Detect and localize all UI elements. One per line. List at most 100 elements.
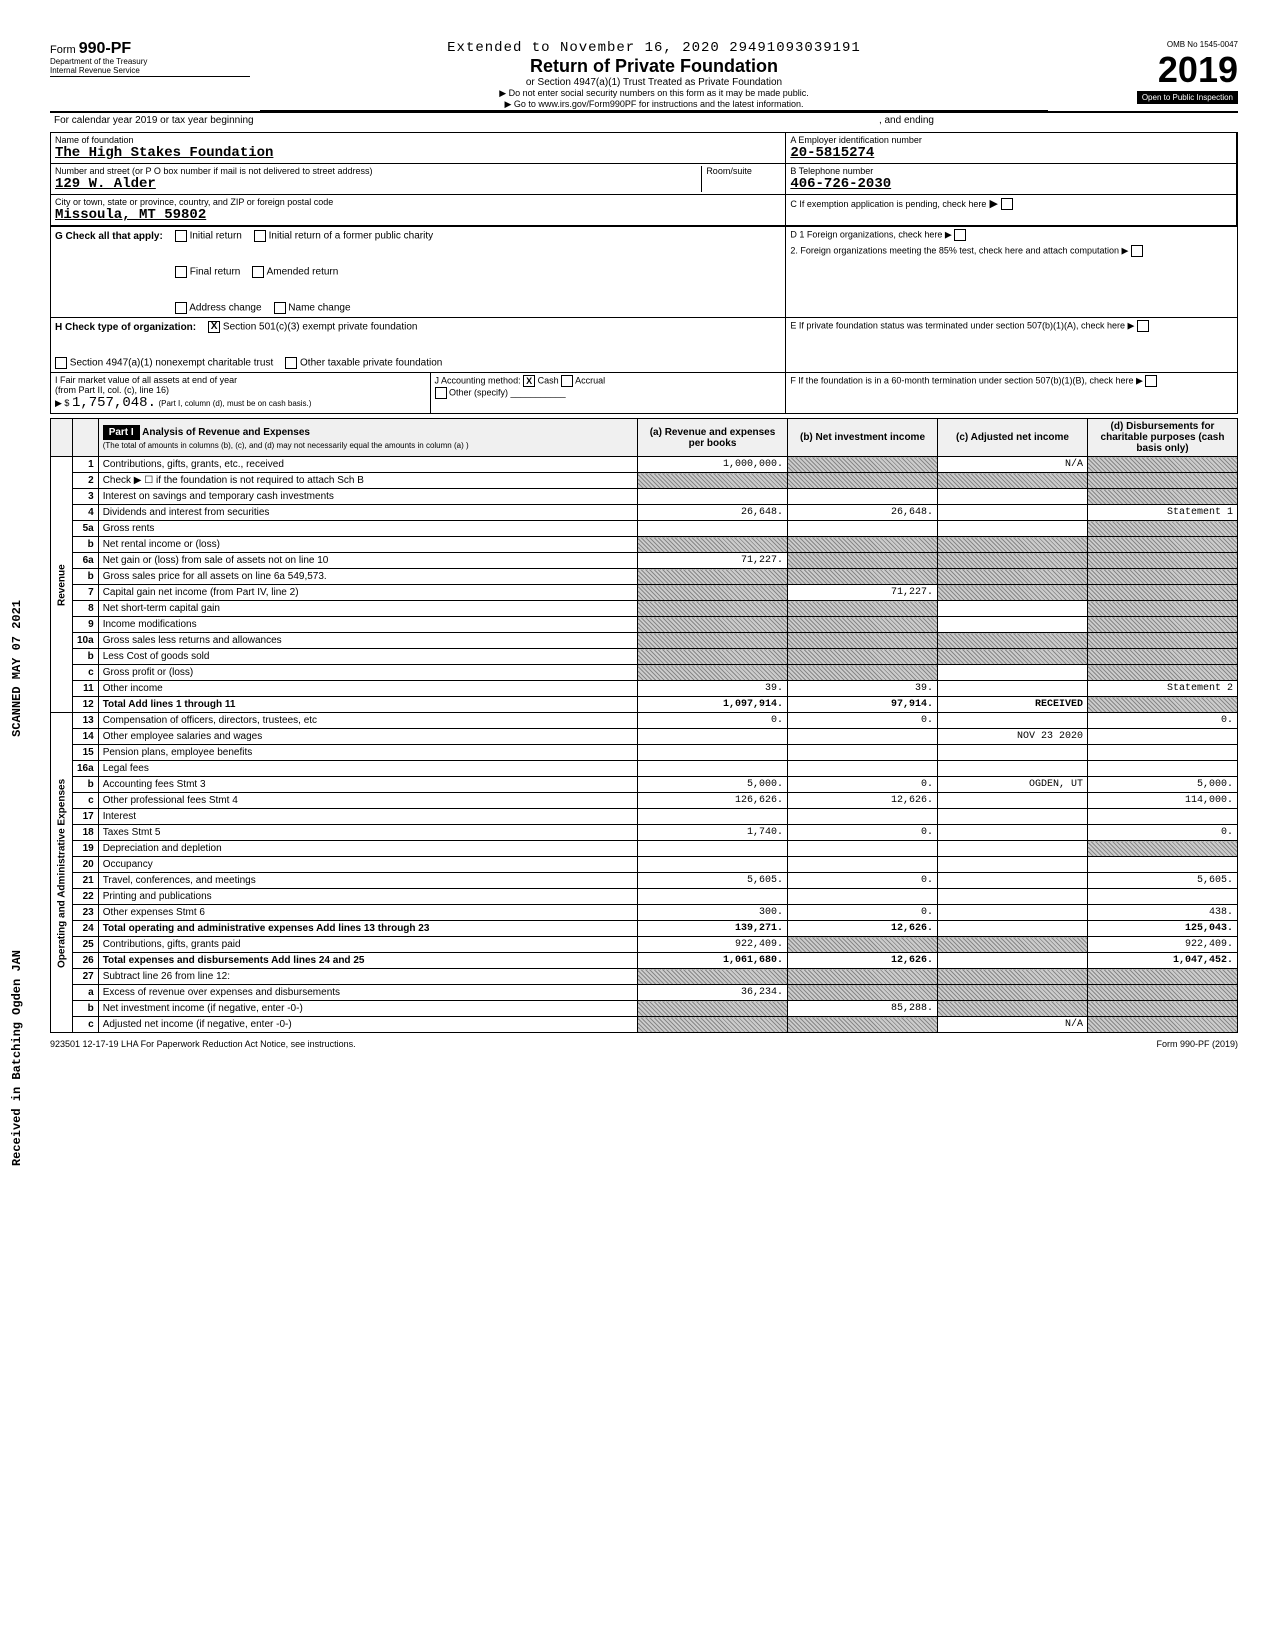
box-e: E If private foundation status was termi… bbox=[786, 318, 1237, 373]
omb-number: OMB No 1545-0047 bbox=[1058, 40, 1238, 49]
cell-b bbox=[788, 745, 938, 761]
check-initial-former[interactable] bbox=[254, 230, 266, 242]
cell-c bbox=[938, 537, 1088, 553]
cell-b bbox=[788, 553, 938, 569]
cell-a bbox=[638, 649, 788, 665]
row-number: 3 bbox=[73, 489, 99, 505]
cell-b bbox=[788, 969, 938, 985]
cell-c bbox=[938, 521, 1088, 537]
cell-d bbox=[1088, 809, 1238, 825]
check-amended[interactable] bbox=[252, 266, 264, 278]
box-i-note: (Part I, column (d), must be on cash bas… bbox=[158, 399, 311, 408]
cell-d bbox=[1088, 761, 1238, 777]
row-desc: Net gain or (loss) from sale of assets n… bbox=[98, 553, 637, 569]
row-number: 21 bbox=[73, 873, 99, 889]
row-number: 22 bbox=[73, 889, 99, 905]
row-desc: Net short-term capital gain bbox=[98, 601, 637, 617]
footer-left: 923501 12-17-19 LHA For Paperwork Reduct… bbox=[50, 1039, 356, 1049]
cell-a: 1,061,680. bbox=[638, 953, 788, 969]
check-accrual[interactable] bbox=[561, 375, 573, 387]
cell-d bbox=[1088, 729, 1238, 745]
check-name[interactable] bbox=[274, 302, 286, 314]
check-jother[interactable] bbox=[435, 387, 447, 399]
row-desc: Contributions, gifts, grants paid bbox=[98, 937, 637, 953]
row-desc: Gross sales price for all assets on line… bbox=[98, 569, 637, 585]
cell-c bbox=[938, 505, 1088, 521]
cell-b bbox=[788, 729, 938, 745]
ein-label: A Employer identification number bbox=[790, 135, 1232, 145]
cell-d: Statement 1 bbox=[1088, 505, 1238, 521]
cell-a: 5,605. bbox=[638, 873, 788, 889]
cell-a bbox=[638, 601, 788, 617]
cell-c bbox=[938, 553, 1088, 569]
part1-title: Analysis of Revenue and Expenses bbox=[142, 427, 310, 438]
row-number: 10a bbox=[73, 633, 99, 649]
cell-a: 1,097,914. bbox=[638, 697, 788, 713]
cell-b: 0. bbox=[788, 873, 938, 889]
cell-a bbox=[638, 841, 788, 857]
row-desc: Interest bbox=[98, 809, 637, 825]
check-e[interactable] bbox=[1137, 320, 1149, 332]
ein-value: 20-5815274 bbox=[790, 145, 1232, 161]
cell-a bbox=[638, 569, 788, 585]
check-address[interactable] bbox=[175, 302, 187, 314]
cell-a: 26,648. bbox=[638, 505, 788, 521]
check-f[interactable] bbox=[1145, 375, 1157, 387]
cell-a bbox=[638, 585, 788, 601]
cal-year-label: For calendar year 2019 or tax year begin… bbox=[54, 115, 254, 126]
cell-b bbox=[788, 569, 938, 585]
check-4947[interactable] bbox=[55, 357, 67, 369]
check-d2[interactable] bbox=[1131, 245, 1143, 257]
check-cash[interactable]: X bbox=[523, 375, 535, 387]
row-desc: Compensation of officers, directors, tru… bbox=[98, 713, 637, 729]
opt-initial-former: Initial return of a former public charit… bbox=[269, 231, 434, 242]
cell-d bbox=[1088, 857, 1238, 873]
box-c-check[interactable] bbox=[1001, 198, 1013, 210]
cell-a bbox=[638, 521, 788, 537]
cell-d bbox=[1088, 969, 1238, 985]
box-h: H Check type of organization: X Section … bbox=[51, 318, 786, 373]
opt-other-tax: Other taxable private foundation bbox=[300, 358, 442, 369]
opt-jother: Other (specify) bbox=[449, 387, 508, 397]
cell-c: N/A bbox=[938, 457, 1088, 473]
row-number: 2 bbox=[73, 473, 99, 489]
cell-b: 26,648. bbox=[788, 505, 938, 521]
check-other-tax[interactable] bbox=[285, 357, 297, 369]
cell-d bbox=[1088, 1017, 1238, 1033]
cell-c bbox=[938, 681, 1088, 697]
cell-d bbox=[1088, 585, 1238, 601]
cell-a: 71,227. bbox=[638, 553, 788, 569]
doc-id: 29491093039191 bbox=[729, 40, 861, 56]
form-number: 990-PF bbox=[79, 40, 131, 57]
phone-label: B Telephone number bbox=[790, 166, 1232, 176]
cell-c bbox=[938, 889, 1088, 905]
cell-b bbox=[788, 761, 938, 777]
row-desc: Adjusted net income (if negative, enter … bbox=[98, 1017, 637, 1033]
form-title: Return of Private Foundation bbox=[260, 56, 1048, 77]
cell-a bbox=[638, 809, 788, 825]
cell-a bbox=[638, 617, 788, 633]
cell-c bbox=[938, 617, 1088, 633]
cell-c bbox=[938, 569, 1088, 585]
check-final[interactable] bbox=[175, 266, 187, 278]
cell-a bbox=[638, 489, 788, 505]
check-d1[interactable] bbox=[954, 229, 966, 241]
cell-d bbox=[1088, 521, 1238, 537]
cell-d: 1,047,452. bbox=[1088, 953, 1238, 969]
cell-d bbox=[1088, 665, 1238, 681]
cell-a: 1,000,000. bbox=[638, 457, 788, 473]
cell-b bbox=[788, 1017, 938, 1033]
row-desc: Dividends and interest from securities bbox=[98, 505, 637, 521]
row-number: 8 bbox=[73, 601, 99, 617]
row-number: 1 bbox=[73, 457, 99, 473]
warn-ssn: ▶ Do not enter social security numbers o… bbox=[260, 88, 1048, 99]
check-initial[interactable] bbox=[175, 230, 187, 242]
check-501c3[interactable]: X bbox=[208, 321, 220, 333]
cell-d bbox=[1088, 889, 1238, 905]
phone-value: 406-726-2030 bbox=[790, 176, 1232, 192]
row-desc: Printing and publications bbox=[98, 889, 637, 905]
cell-b bbox=[788, 841, 938, 857]
row-desc: Less Cost of goods sold bbox=[98, 649, 637, 665]
footer-right: Form 990-PF (2019) bbox=[1156, 1039, 1238, 1049]
cell-b: 71,227. bbox=[788, 585, 938, 601]
